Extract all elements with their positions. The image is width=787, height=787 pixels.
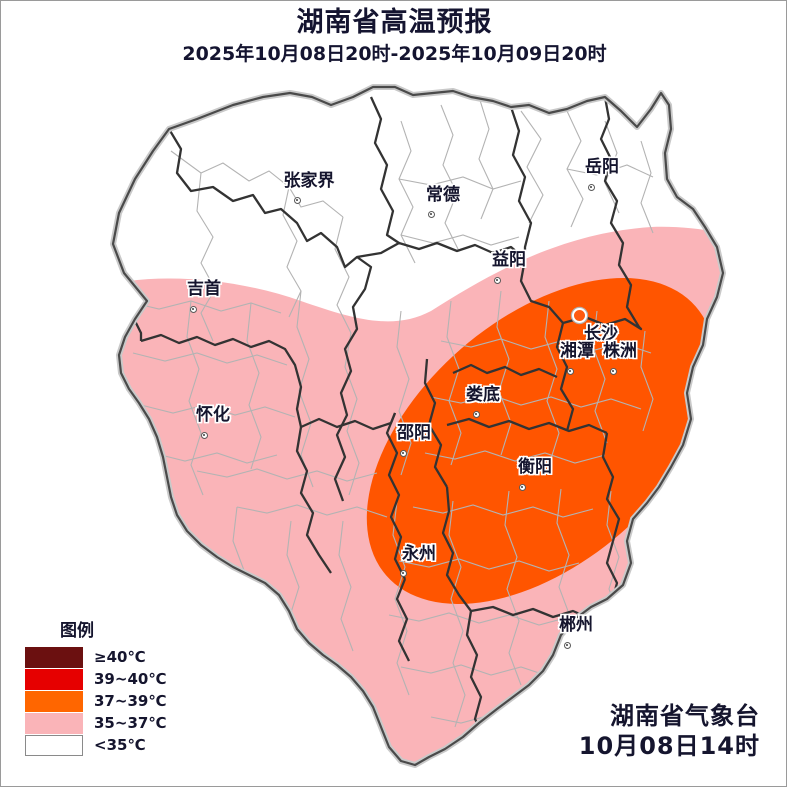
legend-row: 35~37℃ (25, 712, 200, 734)
legend-color-swatch (25, 734, 83, 756)
city-marker (294, 197, 301, 204)
city-marker (519, 484, 526, 491)
city-marker (400, 570, 407, 577)
legend-label: 39~40℃ (94, 670, 167, 688)
legend-color-swatch (25, 690, 83, 712)
legend-color-swatch (25, 646, 83, 668)
county-boundaries (124, 96, 654, 728)
attribution-issue-time: 10月08日14时 (578, 732, 760, 760)
city-marker (564, 642, 571, 649)
legend-row: <35℃ (25, 734, 200, 756)
province-outline (111, 85, 725, 767)
city-marker (190, 306, 197, 313)
legend-color-swatch (25, 668, 83, 690)
legend-rows: ≥40℃ 39~40℃ 37~39℃ 35~37℃ <35℃ (25, 646, 200, 756)
city-marker (473, 411, 480, 418)
attribution-organization: 湖南省气象台 (610, 702, 760, 730)
city-marker (428, 211, 435, 218)
legend-row: ≥40℃ (25, 646, 200, 668)
city-marker (588, 184, 595, 191)
city-marker (610, 368, 617, 375)
city-marker (400, 450, 407, 457)
city-marker (201, 432, 208, 439)
zone-37-39 (366, 278, 716, 604)
legend-title: 图例 (60, 621, 94, 641)
city-marker (567, 368, 574, 375)
legend-label: 37~39℃ (94, 692, 167, 710)
attribution: 湖南省气象台 10月08日14时 (579, 701, 760, 761)
legend-label: ≥40℃ (94, 648, 146, 666)
zone-37-39-group (366, 278, 716, 604)
legend-row: 39~40℃ (25, 668, 200, 690)
legend-color-swatch (25, 712, 83, 734)
legend: 图例 ≥40℃ 39~40℃ 37~39℃ 35~37℃ <35℃ (25, 621, 200, 756)
provincial-capital-marker (572, 308, 587, 323)
legend-row: 37~39℃ (25, 690, 200, 712)
city-marker (494, 277, 501, 284)
legend-label: 35~37℃ (94, 714, 167, 732)
legend-label: <35℃ (94, 736, 146, 754)
